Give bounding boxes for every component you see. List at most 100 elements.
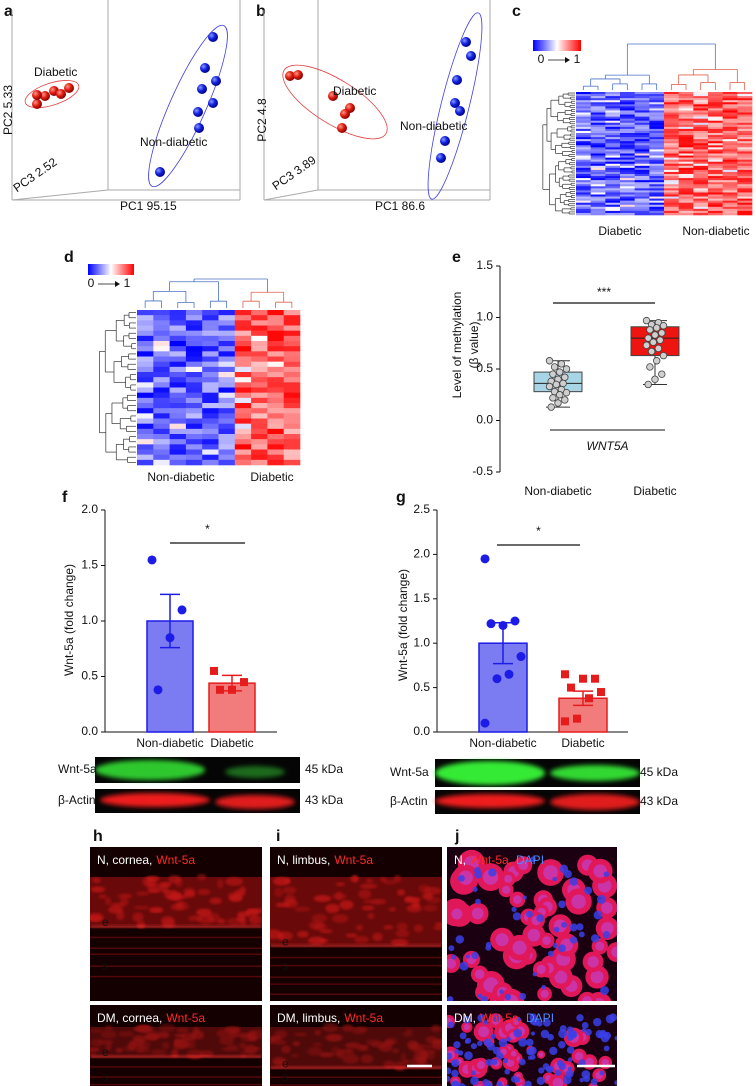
heatmap-cell — [708, 100, 723, 103]
heatmap-cell — [202, 392, 219, 399]
stroma-fiber — [270, 956, 442, 959]
heatmap-cell — [649, 133, 665, 136]
nucleus — [453, 1041, 461, 1049]
nucleus — [558, 900, 566, 909]
heatmap-cell — [737, 118, 753, 121]
heatmap-cell — [169, 392, 187, 399]
heatmap-cell — [634, 100, 650, 103]
heatmap-cell — [137, 372, 154, 378]
heatmap-cell — [590, 147, 606, 150]
heatmap-cell — [590, 200, 606, 203]
heatmap-cell — [649, 198, 665, 201]
y-tick-label: 1.5 — [476, 258, 493, 272]
heatmap-cell — [605, 161, 621, 165]
heatmap-cell — [202, 377, 219, 383]
heatmap-cell — [218, 325, 236, 331]
heatmap-cell — [634, 116, 650, 119]
heatmap-cell — [634, 204, 650, 208]
cell-core — [478, 1026, 490, 1038]
heatmap-cell — [137, 330, 154, 337]
data-point — [556, 368, 564, 376]
heatmap-cell — [634, 192, 650, 195]
heatmap-cell — [620, 184, 635, 187]
nucleus — [530, 1031, 536, 1036]
heatmap-cell — [678, 176, 694, 179]
heatmap-cell — [620, 159, 635, 162]
heatmap-cell — [234, 310, 252, 316]
heatmap-cell — [649, 194, 665, 197]
colorbar-arrowhead — [565, 57, 570, 63]
heatmap-cell — [678, 116, 694, 119]
heatmap-cell — [722, 137, 738, 140]
heatmap-cell — [185, 325, 203, 331]
heatmap-cell — [634, 180, 650, 183]
micrograph-label: N, limbus, Wnt-5a — [277, 853, 373, 867]
group-label: Non-diabetic — [400, 119, 467, 133]
heatmap-cell — [708, 137, 723, 140]
nucleus — [518, 1058, 526, 1066]
heatmap-cell — [737, 147, 753, 150]
nucleus — [542, 1018, 551, 1027]
layer-label: s — [282, 959, 288, 973]
heatmap-cell — [722, 161, 738, 165]
heatmap-cell — [737, 145, 753, 148]
nucleus — [518, 1037, 528, 1047]
heatmap-cell — [576, 153, 591, 156]
nucleus — [569, 877, 579, 886]
heatmap-cell — [664, 112, 679, 115]
heatmap-cell — [664, 100, 679, 103]
heatmap-cell — [737, 102, 753, 105]
heatmap-cell — [234, 335, 252, 342]
heatmap-cell — [283, 356, 301, 362]
micrograph — [90, 847, 262, 1001]
nucleus — [558, 1062, 566, 1071]
nucleus — [567, 1066, 572, 1071]
heatmap-cell — [267, 434, 284, 440]
heatmap-cell — [267, 330, 284, 337]
cell-core — [512, 895, 522, 904]
heatmap-cell — [590, 188, 606, 191]
heatmap-cell — [722, 212, 738, 216]
heatmap-cell — [722, 194, 738, 197]
heatmap-cell — [202, 387, 219, 393]
heatmap-cell — [576, 135, 591, 138]
heatmap-cell — [251, 413, 268, 419]
layer-label: e — [282, 1056, 289, 1070]
x-tick-label: Diabetic — [210, 736, 253, 750]
heatmap-cell — [634, 169, 650, 173]
heatmap-cell — [185, 341, 203, 347]
heatmap-cell — [590, 184, 606, 187]
heatmap-cell — [283, 434, 301, 440]
heatmap-cell — [620, 116, 635, 119]
y-tick-label: 2.0 — [81, 502, 98, 516]
cell-core — [590, 970, 604, 984]
heatmap-cell — [605, 192, 621, 195]
heatmap-cell — [234, 382, 252, 388]
heatmap-cell — [722, 128, 738, 132]
label-part: Wnt-5a, — [470, 853, 512, 867]
heatmap-cell — [202, 341, 219, 347]
heatmap-cell — [649, 139, 665, 142]
heatmap-cell — [708, 202, 723, 206]
cell-core — [502, 885, 511, 894]
heatmap-cell — [678, 212, 694, 216]
cluster-ellipse — [427, 12, 483, 200]
stroma-fiber — [270, 983, 442, 985]
nucleus — [548, 950, 555, 957]
heatmap-cell — [737, 153, 753, 156]
heatmap-cell — [634, 96, 650, 99]
sample-point — [155, 167, 165, 177]
nucleus — [540, 1029, 550, 1039]
heatmap-cell — [620, 133, 635, 136]
heatmap-cell — [137, 377, 154, 383]
heatmap-cell — [185, 310, 203, 316]
heatmap-cell — [620, 206, 635, 210]
heatmap-cell — [576, 126, 591, 130]
heatmap-cell — [693, 153, 709, 156]
heatmap-cell — [234, 361, 252, 368]
data-point — [573, 714, 581, 723]
heatmap-cell — [234, 325, 252, 331]
heatmap-cell — [664, 98, 679, 101]
sample-point — [452, 75, 462, 85]
data-point — [552, 380, 560, 389]
